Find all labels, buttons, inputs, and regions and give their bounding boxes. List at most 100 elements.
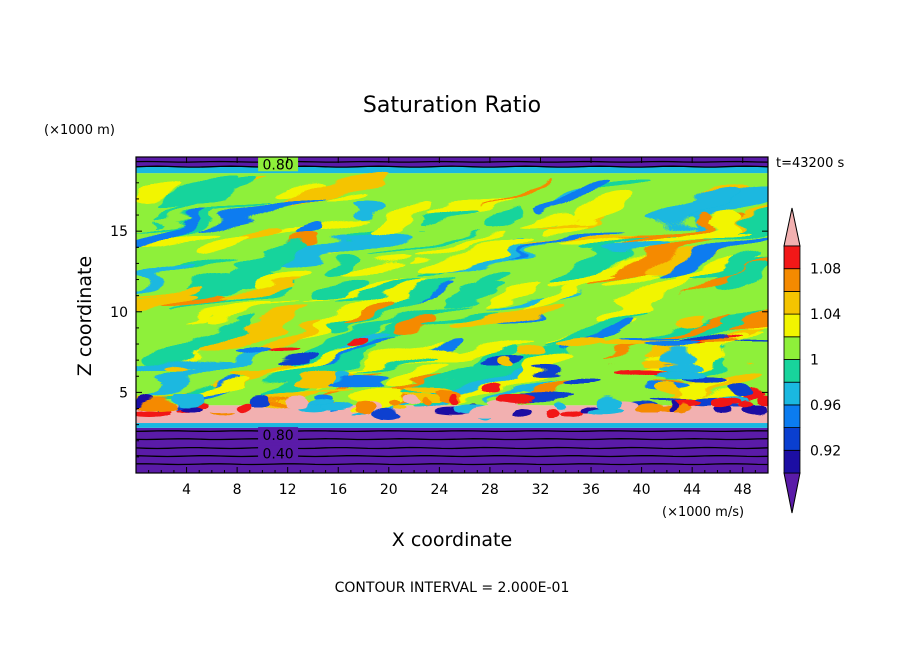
field-blob	[648, 192, 743, 221]
field-blob-band	[646, 411, 658, 419]
field-blob	[137, 317, 259, 369]
field-blob-band	[446, 395, 456, 405]
field-blob	[393, 315, 441, 336]
chart-title: Saturation Ratio	[363, 93, 541, 118]
field-blob	[607, 244, 671, 261]
field-blob	[186, 378, 245, 396]
field-blob-band	[355, 403, 377, 415]
field-blob	[673, 314, 705, 328]
field-blob-band	[136, 399, 178, 410]
field-blob-low	[404, 390, 448, 396]
field-blob	[451, 303, 566, 332]
field-blob-low	[568, 378, 599, 388]
colorbar-tick-label: 0.96	[810, 398, 841, 414]
field-blob	[136, 293, 192, 317]
field-blob	[508, 229, 623, 261]
colorbar-cell	[783, 449, 801, 474]
field-blob	[439, 280, 509, 306]
field-blob-band	[676, 403, 687, 413]
x-tick-label: 4	[182, 482, 191, 498]
contour-label-2: 0.40	[262, 447, 293, 463]
x-tick-label: 20	[380, 482, 398, 498]
field-blob-band	[136, 409, 169, 420]
field-blob-band	[495, 395, 539, 403]
contour-line-3	[136, 438, 768, 441]
field-blob	[309, 280, 369, 301]
field-blob-low	[701, 344, 735, 352]
field-blob	[288, 227, 416, 260]
y-tick-label: 10	[110, 305, 128, 321]
field-blob	[192, 200, 326, 229]
field-blob	[260, 358, 369, 381]
field-blob	[722, 310, 768, 334]
colorbar-under-triangle	[783, 472, 801, 514]
field-blob-low	[442, 384, 468, 397]
field-blob-low	[652, 365, 700, 377]
field-blob	[661, 227, 766, 278]
field-blob	[486, 278, 551, 306]
field-blob	[489, 179, 552, 204]
field-blob-low	[301, 389, 359, 393]
field-blob	[625, 212, 710, 249]
field-blob	[408, 230, 509, 260]
x-tick-label: 8	[233, 482, 242, 498]
field-blob-low	[659, 355, 700, 367]
field-blob	[678, 210, 737, 238]
field-blob	[323, 190, 371, 206]
field-blob-band	[740, 400, 756, 410]
field-blob-low	[609, 363, 667, 373]
field-blob-band	[633, 403, 662, 413]
x-axis-ticks: 4 8 12 16 20 24 28 32 36 40 44 48	[148, 157, 756, 498]
field-blob	[722, 201, 768, 225]
field-blob	[187, 177, 259, 207]
field-blob-band	[202, 406, 243, 415]
field-blob-band	[467, 405, 505, 418]
field-blob	[424, 207, 485, 226]
contour-line-0	[136, 463, 768, 466]
field-blob	[254, 263, 313, 285]
colorbar-cell	[783, 290, 801, 315]
y-tick-label: 15	[110, 224, 128, 240]
contour-label-0: 0.80	[262, 157, 293, 173]
field-blob	[365, 229, 484, 259]
y-axis-ticks: 5 10 15	[110, 182, 768, 458]
field-blob	[136, 233, 213, 253]
field-blob-band	[711, 397, 735, 410]
field-blob-band	[554, 399, 567, 409]
field-layer-4	[136, 166, 768, 174]
field-blob	[136, 284, 202, 308]
field-blob	[351, 200, 387, 217]
field-blob	[136, 284, 205, 325]
field-blob	[372, 201, 441, 234]
field-blob-low	[242, 341, 270, 350]
field-blob-low	[563, 336, 611, 350]
field-blob	[211, 275, 301, 300]
field-blob-band	[283, 397, 309, 408]
colorbar-tick-label: 1	[810, 353, 819, 369]
colorbar-cell	[783, 359, 801, 383]
field-blob-band	[547, 408, 560, 420]
field-blob	[291, 321, 386, 363]
colorbar-over-triangle	[783, 207, 801, 247]
field-blob	[395, 361, 444, 383]
colorbar-cell	[783, 404, 801, 428]
field-blob	[270, 168, 385, 215]
colorbar: 1.08 1.04 1 0.96 0.92	[783, 207, 841, 514]
field-blob	[588, 180, 651, 195]
field-blob	[674, 374, 724, 401]
field-blob	[136, 267, 200, 293]
y-tick-label: 5	[119, 385, 128, 401]
colorbar-cell	[783, 313, 801, 338]
field-blob	[346, 386, 410, 408]
field-blob-band	[388, 400, 400, 409]
contour-line-1	[136, 455, 768, 458]
x-tick-label: 36	[582, 482, 600, 498]
heatmap-field: 0.80 0.80 0.40	[136, 157, 768, 473]
field-blob	[355, 354, 435, 376]
field-layer-1	[136, 423, 768, 428]
field-blob	[146, 345, 264, 389]
field-blob-low	[495, 356, 511, 370]
field-blob	[446, 370, 553, 398]
field-blob-low	[331, 379, 394, 388]
field-blob	[434, 196, 512, 218]
